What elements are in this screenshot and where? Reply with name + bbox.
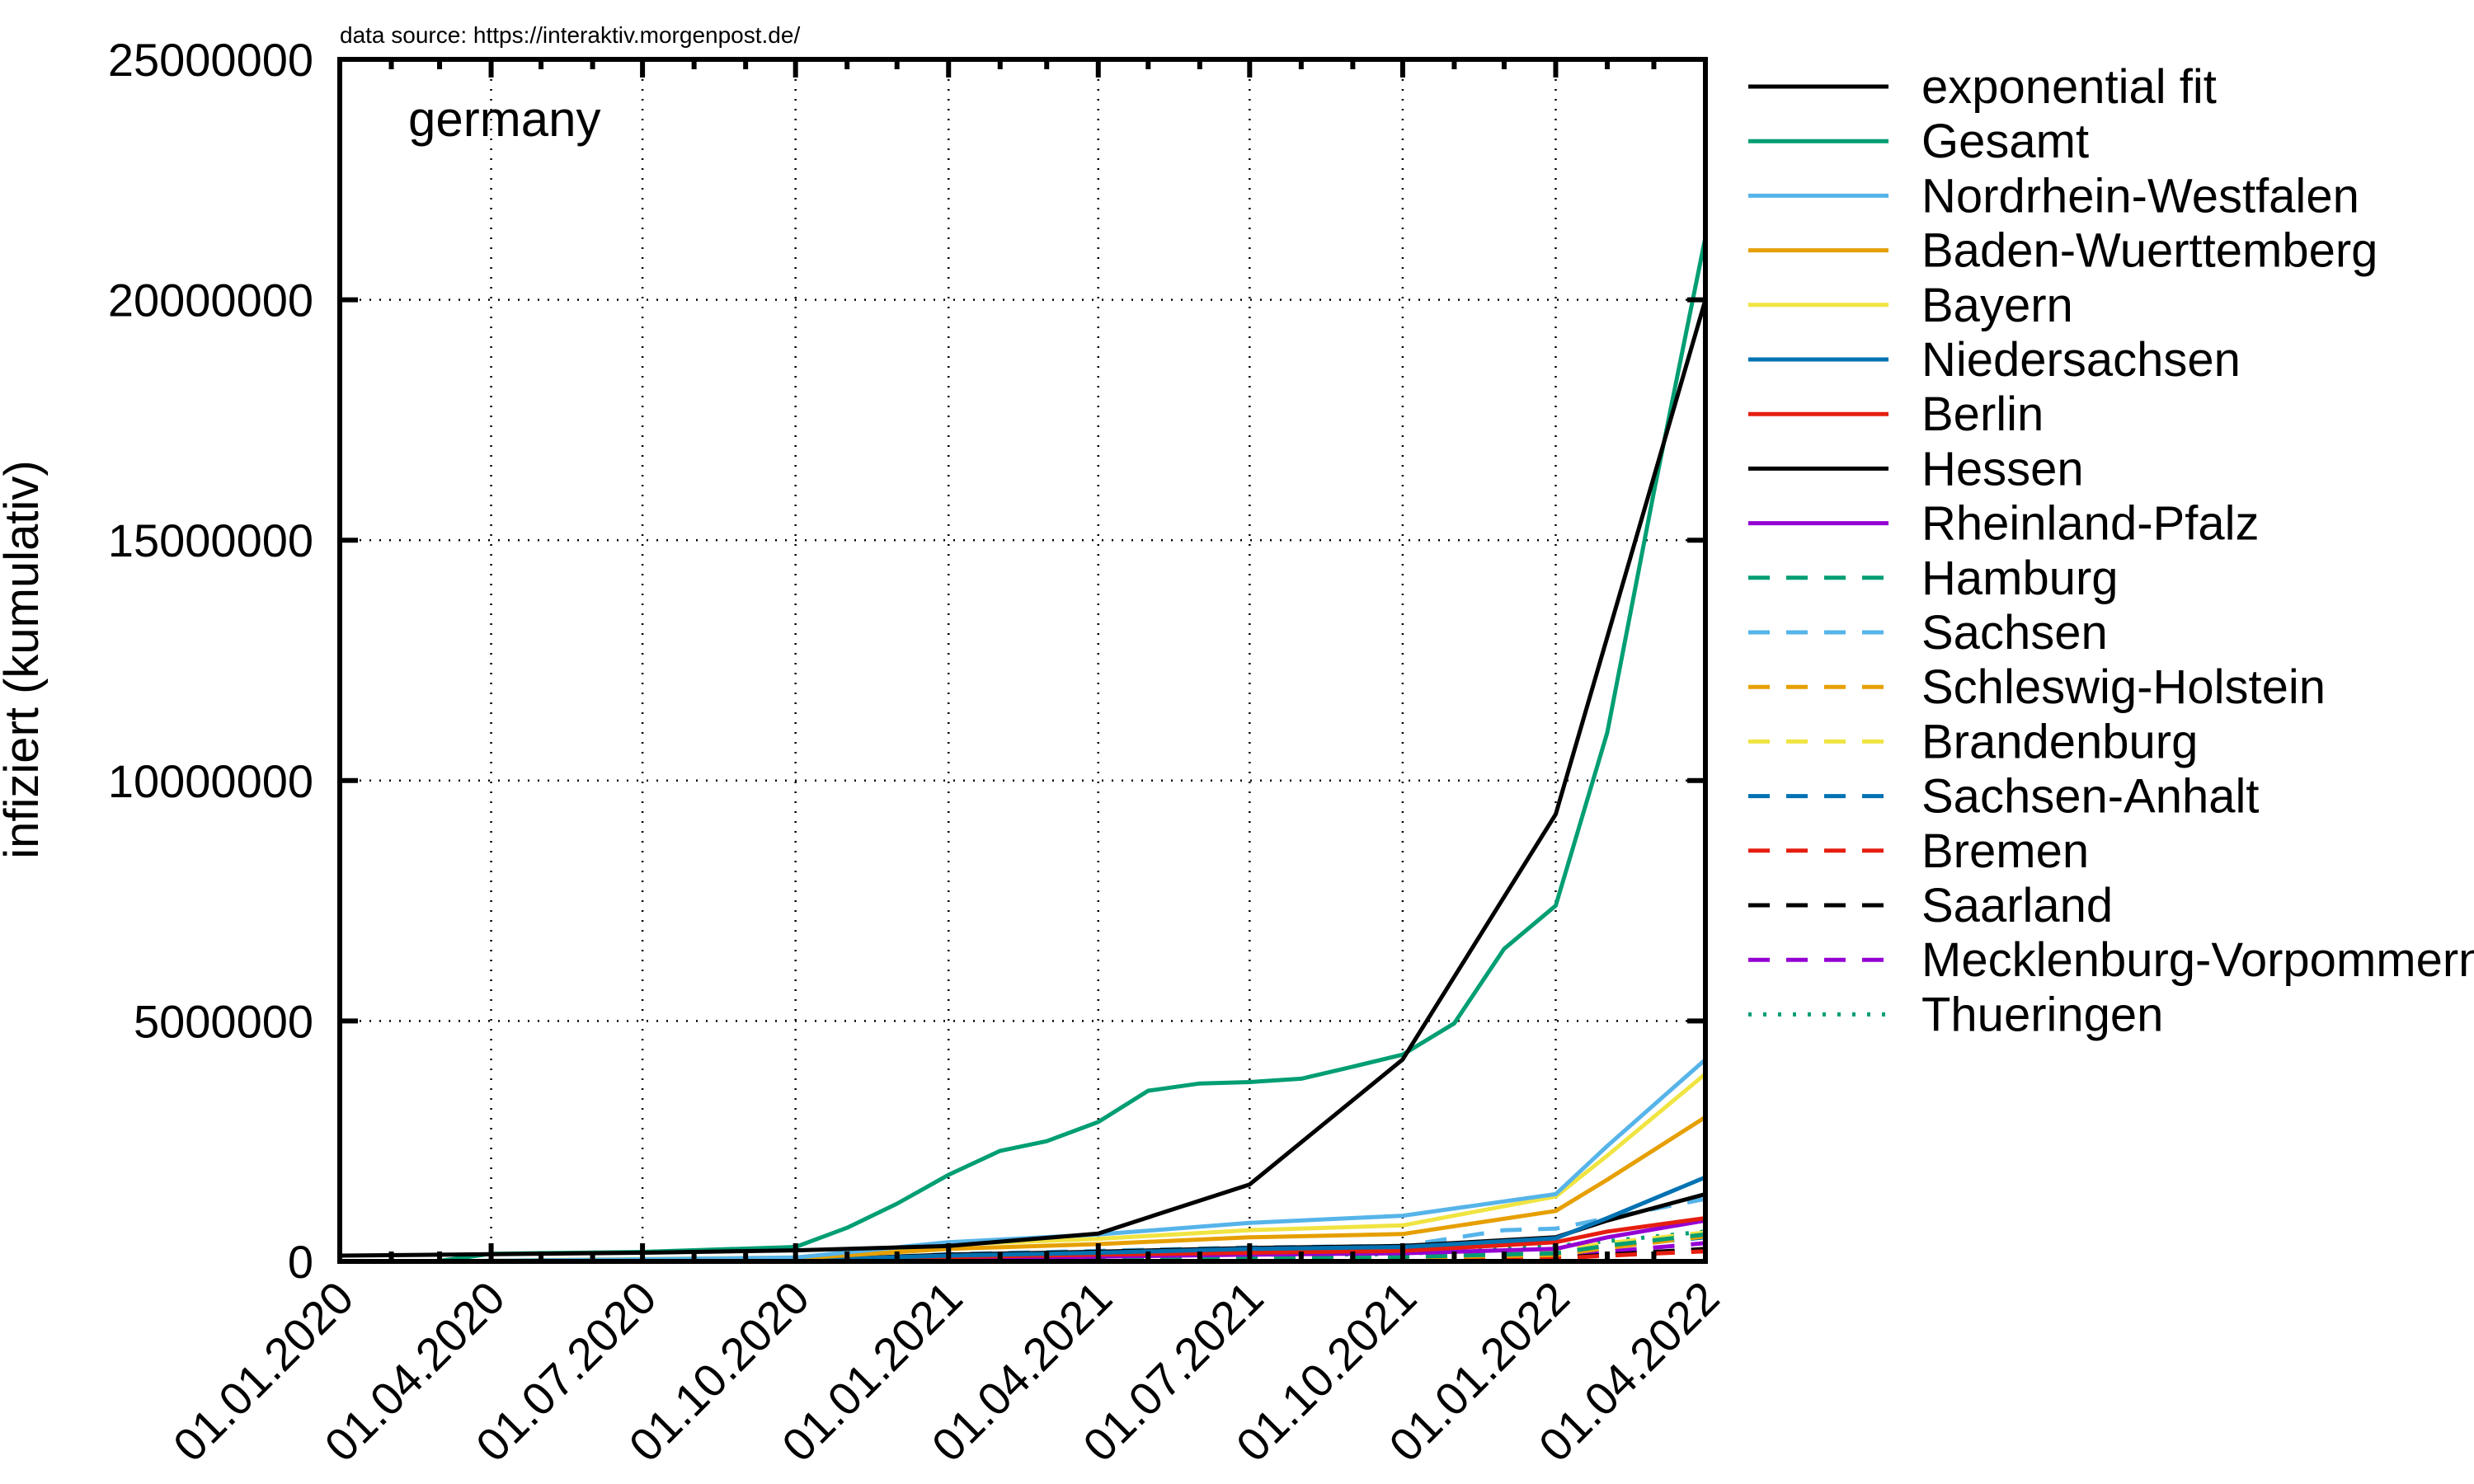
legend-label-berlin: Berlin — [1921, 387, 2044, 441]
y-tick-label: 10000000 — [108, 755, 313, 807]
series-line-nordrhein-westfalen — [439, 1058, 1707, 1264]
legend-label-saarland: Saarland — [1921, 879, 2113, 932]
series-line-gesamt — [439, 237, 1708, 1263]
legend-label-exponential-fit: exponential fit — [1921, 60, 2217, 114]
y-tick-labels: 0 5000000 10000000 15000000 20000000 25000000 — [108, 34, 313, 1288]
legend-label-bremen: Bremen — [1921, 824, 2089, 878]
legend-label-hessen: Hessen — [1921, 442, 2084, 495]
legend-label-bayern: Bayern — [1921, 279, 2073, 332]
legend-label-nordrhein-westfalen: Nordrhein-Westfalen — [1921, 169, 2359, 223]
y-tick-label: 0 — [288, 1236, 313, 1288]
y-tick-label: 5000000 — [134, 995, 313, 1047]
legend-label-schleswig-holstein: Schleswig-Holstein — [1921, 660, 2326, 714]
series-line-exponential-fit — [339, 298, 1708, 1258]
panel-label: germany — [408, 92, 600, 147]
legend-label-brandenburg: Brandenburg — [1921, 715, 2198, 768]
y-tick-label: 25000000 — [108, 34, 313, 86]
legend-label-sachsen: Sachsen — [1921, 606, 2108, 660]
legend-label-mecklenburg-vorpommern: Mecklenburg-Vorpommern — [1921, 933, 2474, 987]
grid-lines — [340, 59, 1705, 1261]
legend-label-hamburg: Hamburg — [1921, 552, 2119, 605]
series-line-bayern — [439, 1072, 1707, 1264]
legend-label-rheinland-pfalz: Rheinland-Pfalz — [1921, 497, 2259, 551]
legend-label-thueringen: Thueringen — [1921, 988, 2163, 1041]
series-layer — [339, 237, 1708, 1264]
y-tick-label: 15000000 — [108, 514, 313, 566]
legend-label-sachsen-anhalt: Sachsen-Anhalt — [1921, 770, 2259, 824]
legend-label-niedersachsen: Niedersachsen — [1921, 333, 2241, 387]
data-source-note: data source: https://interaktiv.morgenpo… — [340, 22, 800, 48]
legend-label-baden-wuerttemberg: Baden-Wuerttemberg — [1921, 224, 2378, 278]
legend-label-gesamt: Gesamt — [1921, 115, 2089, 168]
y-axis-label: infiziert (kumulativ) — [0, 460, 49, 858]
y-tick-label: 20000000 — [108, 275, 313, 326]
legend: exponential fitGesamtNordrhein-Westfalen… — [1748, 60, 2474, 1041]
x-tick-labels: 01.01.202001.04.202001.07.202001.10.2020… — [163, 1271, 1729, 1472]
axis-ticks — [337, 57, 1708, 1264]
plot-frame — [337, 57, 1708, 1264]
